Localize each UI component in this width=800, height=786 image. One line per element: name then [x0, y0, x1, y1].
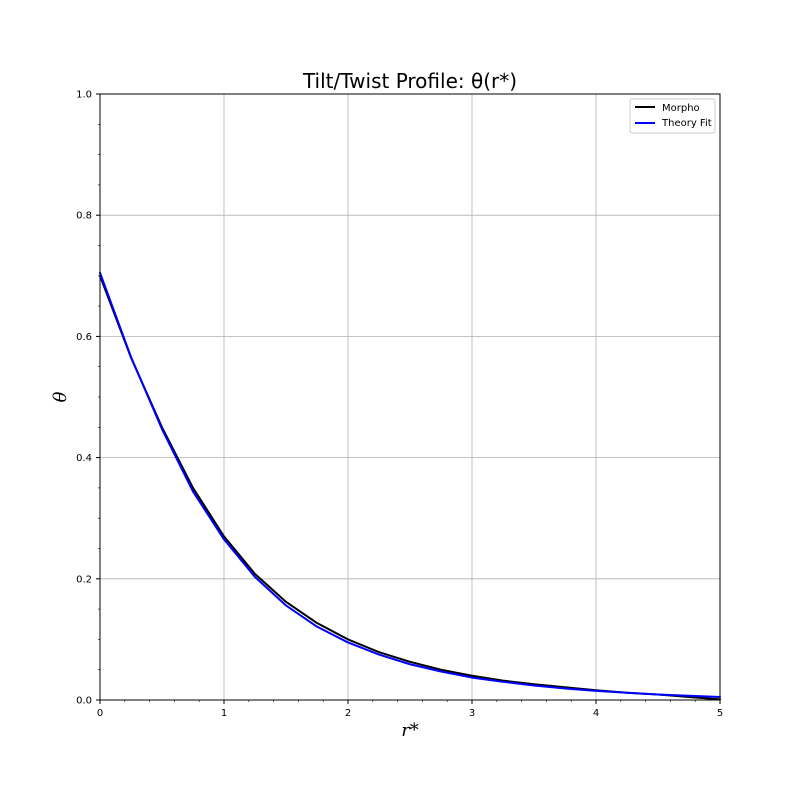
y-tick-label: 0.8	[76, 211, 92, 222]
y-tick-label: 0.4	[76, 453, 92, 464]
y-tick-label: 0.2	[76, 574, 92, 585]
x-tick-label: 1	[221, 708, 227, 719]
x-tick-label: 5	[717, 708, 723, 719]
ticks: 0 1 2 3 4 5 0.0 0.2 0.4 0.6 0.8 1.0	[76, 90, 723, 720]
y-tick-label: 0.0	[76, 696, 92, 707]
x-tick-label: 3	[469, 708, 475, 719]
y-tick-label: 1.0	[76, 90, 92, 101]
legend-label-theory-fit: Theory Fit	[661, 118, 712, 129]
grid	[99, 93, 721, 701]
x-tick-label: 0	[97, 708, 103, 719]
y-axis-label: θ	[50, 391, 71, 402]
y-tick-label: 0.6	[76, 332, 92, 343]
chart-title: Tilt/Twist Profile: θ(r*)	[302, 69, 517, 93]
legend-label-morpho: Morpho	[662, 103, 700, 114]
series-layer	[99, 271, 721, 701]
series-line-theory-fit	[99, 271, 721, 698]
legend: Morpho Theory Fit	[629, 98, 716, 134]
x-tick-label: 2	[345, 708, 351, 719]
x-tick-label: 4	[593, 708, 599, 719]
x-axis-label: r*	[401, 720, 419, 741]
